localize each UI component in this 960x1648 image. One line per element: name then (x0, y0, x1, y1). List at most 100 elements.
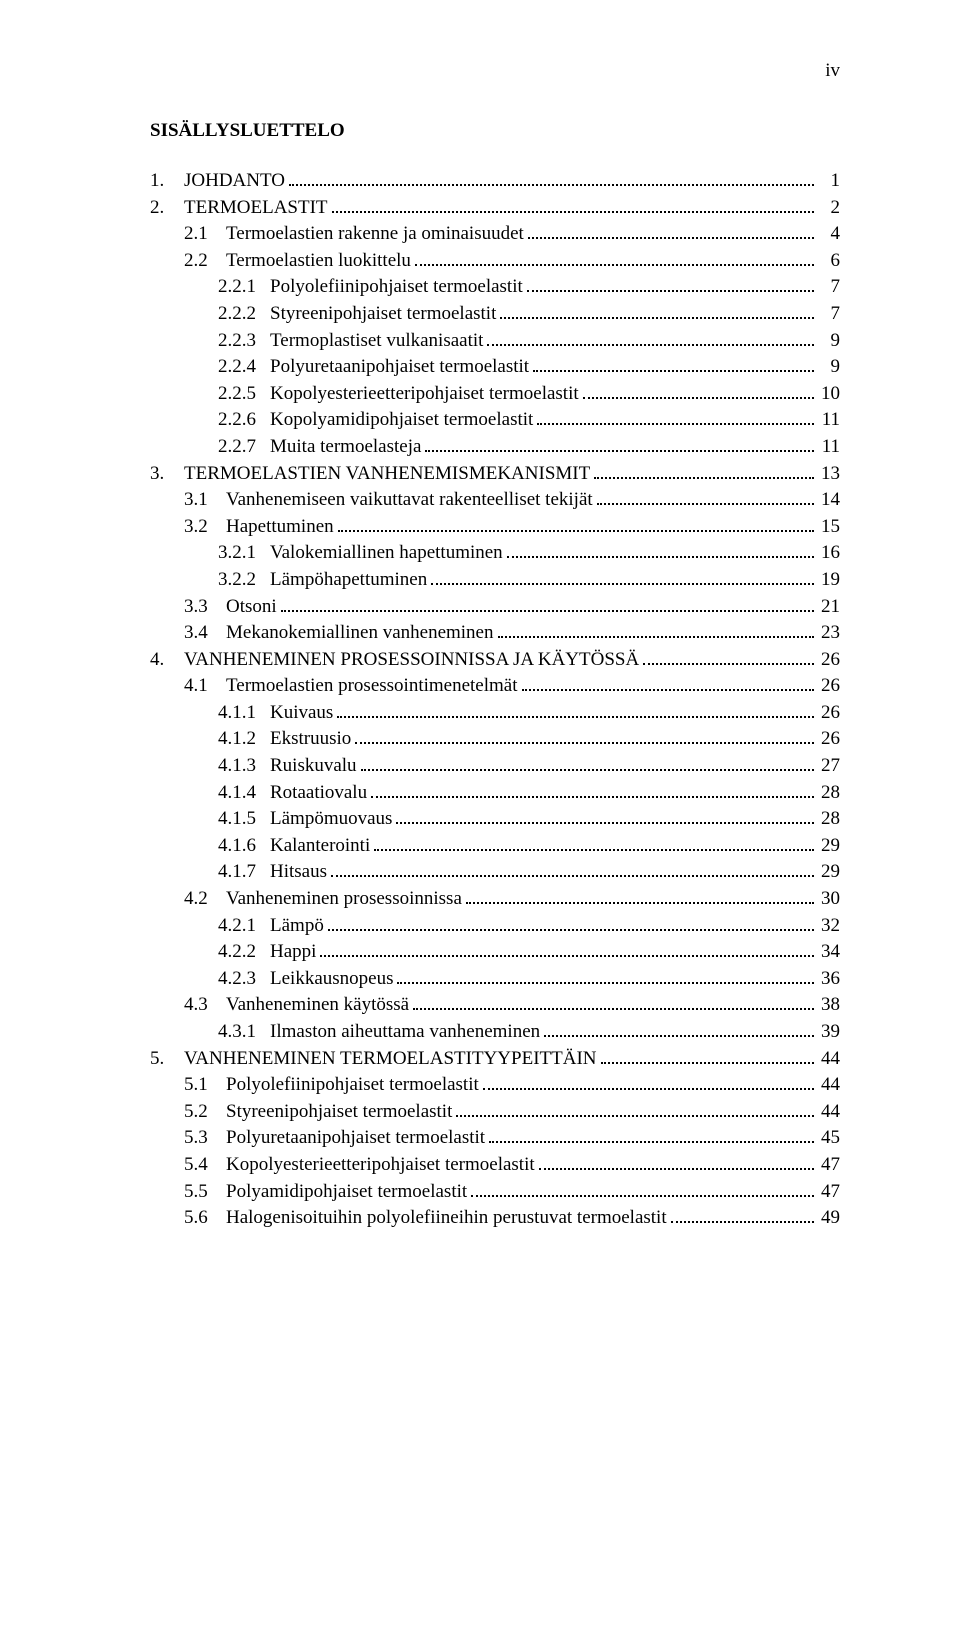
toc-entry-label: 4.2.1Lämpö (218, 913, 324, 940)
toc-entry-page: 9 (818, 328, 840, 355)
toc-entry-page: 44 (818, 1099, 840, 1126)
toc-entry: 2.1Termoelastien rakenne ja ominaisuudet… (184, 221, 840, 248)
toc-entry-label: 4.2.3Leikkausnopeus (218, 966, 393, 993)
toc-entry-label: 4.1.1Kuivaus (218, 700, 333, 727)
toc-entry-label: 2.TERMOELASTIT (150, 195, 328, 222)
toc-entry-page: 1 (818, 168, 840, 195)
toc-leader-dots (328, 914, 814, 930)
toc-entry-number: 2.2.1 (218, 274, 270, 301)
toc-leader-dots (597, 489, 814, 505)
toc-leader-dots (456, 1101, 814, 1117)
toc-entry-label: 3.2.1Valokemiallinen hapettuminen (218, 540, 503, 567)
toc-entry-text: Vanhenemiseen vaikuttavat rakenteelliset… (226, 489, 593, 510)
toc-entry-text: Ilmaston aiheuttama vanheneminen (270, 1021, 540, 1042)
toc-entry-text: Hitsaus (270, 861, 327, 882)
toc-entry-page: 26 (818, 700, 840, 727)
toc-entry: 4.2.2Happi34 (218, 939, 840, 966)
toc-entry-page: 28 (818, 780, 840, 807)
toc-entry-label: 4.1.3Ruiskuvalu (218, 753, 357, 780)
toc-leader-dots (413, 994, 814, 1010)
toc-entry-label: 2.2.2Styreenipohjaiset termoelastit (218, 301, 496, 328)
toc-entry-number: 4.1.5 (218, 806, 270, 833)
toc-entry-text: Rotaatiovalu (270, 782, 367, 803)
toc-entry: 3.1Vanhenemiseen vaikuttavat rakenteelli… (184, 487, 840, 514)
toc-entry-page: 44 (818, 1072, 840, 1099)
toc-leader-dots (583, 383, 814, 399)
toc-entry-page: 11 (818, 407, 840, 434)
toc-entry-text: Polyamidipohjaiset termoelastit (226, 1181, 467, 1202)
toc-leader-dots (489, 1127, 814, 1143)
toc-entry: 4.1.5Lämpömuovaus28 (218, 806, 840, 833)
toc-entry-label: 5.5Polyamidipohjaiset termoelastit (184, 1179, 467, 1206)
toc-entry-page: 9 (818, 354, 840, 381)
toc-entry: 2.2.1Polyolefiinipohjaiset termoelastit 7 (218, 274, 840, 301)
toc-entry-label: 2.2.6Kopolyamidipohjaiset termoelastit (218, 407, 533, 434)
toc-entry-page: 7 (818, 274, 840, 301)
toc-entry-label: 3.4Mekanokemiallinen vanheneminen (184, 620, 494, 647)
toc-entry-number: 2.2.7 (218, 434, 270, 461)
toc-entry-number: 4. (150, 647, 184, 674)
toc-leader-dots (471, 1180, 814, 1196)
toc-entry-text: Kopolyesterieetteripohjaiset termoelasti… (226, 1154, 535, 1175)
toc-entry-page: 34 (818, 939, 840, 966)
toc-entry-label: 4.1Termoelastien prosessointimenetelmät (184, 673, 518, 700)
toc-entry: 3.3Otsoni21 (184, 594, 840, 621)
toc-leader-dots (397, 968, 814, 984)
toc-entry-text: Lämpöhapettuminen (270, 569, 427, 590)
toc-entry-label: 2.2.4Polyuretaanipohjaiset termoelastit (218, 354, 529, 381)
toc-entry-number: 5.3 (184, 1125, 226, 1152)
toc-entry-label: 2.2.7Muita termoelasteja (218, 434, 421, 461)
toc-entry-text: Vanheneminen prosessoinnissa (226, 888, 462, 909)
toc-entry: 4.1.6Kalanterointi29 (218, 833, 840, 860)
toc-leader-dots (537, 409, 814, 425)
toc-leader-dots (522, 675, 814, 691)
toc-entry-text: Lämpö (270, 915, 324, 936)
toc-entry-text: Styreenipohjaiset termoelastit (270, 303, 496, 324)
toc-entry-number: 3.3 (184, 594, 226, 621)
toc-entry-number: 2. (150, 195, 184, 222)
toc-entry-page: 11 (818, 434, 840, 461)
toc-leader-dots (528, 223, 814, 239)
toc-entry-number: 5.5 (184, 1179, 226, 1206)
toc-leader-dots (289, 170, 814, 186)
toc-entry-text: JOHDANTO (184, 170, 285, 191)
toc-leader-dots (425, 436, 814, 452)
toc-entry-text: Polyolefiinipohjaiset termoelastit (270, 276, 523, 297)
toc-entry-page: 13 (818, 461, 840, 488)
toc-entry: 3.4Mekanokemiallinen vanheneminen23 (184, 620, 840, 647)
toc-entry-text: Ekstruusio (270, 728, 351, 749)
toc-entry-text: Mekanokemiallinen vanheneminen (226, 622, 494, 643)
toc-leader-dots (539, 1154, 814, 1170)
toc-entry: 4.1Termoelastien prosessointimenetelmät2… (184, 673, 840, 700)
toc-entry-label: 4.1.6Kalanterointi (218, 833, 370, 860)
toc-entry-page: 44 (818, 1046, 840, 1073)
toc-entry-number: 2.2.6 (218, 407, 270, 434)
toc-leader-dots (431, 569, 814, 585)
toc-entry-text: Happi (270, 941, 316, 962)
page-number: iv (825, 60, 840, 82)
toc-leader-dots (601, 1047, 814, 1063)
toc-entry: 2.2.6Kopolyamidipohjaiset termoelastit 11 (218, 407, 840, 434)
toc-leader-dots (527, 276, 814, 292)
toc-entry-number: 4.3 (184, 992, 226, 1019)
toc-entry-label: 3.TERMOELASTIEN VANHENEMISMEKANISMIT (150, 461, 590, 488)
toc-leader-dots (487, 329, 814, 345)
toc-entry: 4.1.4Rotaatiovalu28 (218, 780, 840, 807)
toc-entry-text: Leikkausnopeus (270, 968, 393, 989)
toc-entry: 1.JOHDANTO 1 (150, 168, 840, 195)
toc-entry-label: 5.4Kopolyesterieetteripohjaiset termoela… (184, 1152, 535, 1179)
toc-entry-number: 3.2.2 (218, 567, 270, 594)
toc-entry-label: 1.JOHDANTO (150, 168, 285, 195)
table-of-contents: 1.JOHDANTO12.TERMOELASTIT22.1Termoelasti… (150, 168, 840, 1232)
toc-entry-text: Kopolyesterieetteripohjaiset termoelasti… (270, 383, 579, 404)
toc-entry: 5.1Polyolefiinipohjaiset termoelastit44 (184, 1072, 840, 1099)
toc-entry-number: 4.1.6 (218, 833, 270, 860)
toc-leader-dots (507, 542, 814, 558)
toc-entry-page: 47 (818, 1152, 840, 1179)
toc-leader-dots (374, 835, 814, 851)
toc-entry: 5.6Halogenisoituihin polyolefiineihin pe… (184, 1205, 840, 1232)
toc-entry-number: 5.1 (184, 1072, 226, 1099)
toc-entry: 5.3Polyuretaanipohjaiset termoelastit45 (184, 1125, 840, 1152)
toc-entry-text: Termoelastien rakenne ja ominaisuudet (226, 223, 524, 244)
toc-entry-number: 2.2.2 (218, 301, 270, 328)
